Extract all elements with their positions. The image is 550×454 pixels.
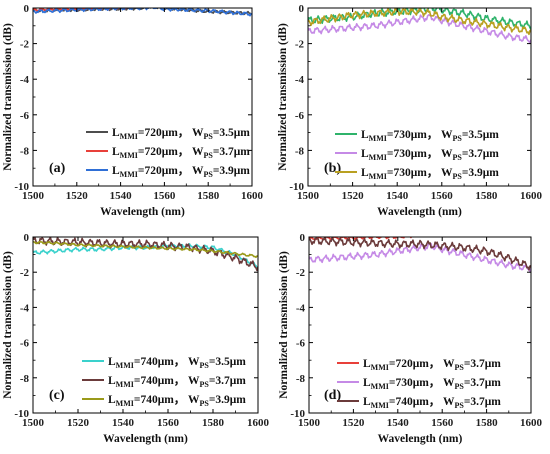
x-tick-label: 1600 <box>247 417 270 429</box>
legend-entry: LMMI=720μm， WPS=3.9μm <box>112 165 250 179</box>
y-axis-label: Normalized transmission (dB) <box>278 251 290 399</box>
y-tick-label: -4 <box>295 74 305 86</box>
x-tick-label: 1540 <box>387 417 410 429</box>
y-tick-label: -8 <box>20 373 30 385</box>
legend-entry: LMMI=720μm， WPS=3.7μm <box>363 358 501 372</box>
panel-label: (b) <box>324 161 341 176</box>
legend-entry: LMMI=730μm， WPS=3.5μm <box>361 129 499 143</box>
legend-entry: LMMI=730μm， WPS=3.9μm <box>361 167 499 181</box>
x-tick-label: 1500 <box>297 190 320 202</box>
y-tick-label: -4 <box>20 74 30 86</box>
series-line <box>33 243 258 270</box>
x-tick-label: 1540 <box>112 417 135 429</box>
y-axis-label: Normalized transmission (dB) <box>2 251 14 399</box>
x-tick-label: 1560 <box>153 190 176 202</box>
y-tick-label: 0 <box>300 232 306 244</box>
x-tick-label: 1580 <box>197 190 220 202</box>
y-tick-label: -8 <box>296 373 306 385</box>
x-tick-label: 1500 <box>22 417 45 429</box>
series-line <box>309 237 531 271</box>
x-tick-label: 1560 <box>431 190 454 202</box>
series-line <box>33 8 252 17</box>
y-tick-label: -2 <box>20 267 30 279</box>
x-tick-label: 1600 <box>520 417 543 429</box>
panel-a: 1500 1520 1540 1560 1580 1600 0 -2 -4 -6 -8 -10 Wave… <box>2 3 264 218</box>
y-tick-label: -8 <box>295 145 305 157</box>
y-tick-label: -10 <box>14 181 29 193</box>
y-tick-label: -2 <box>295 39 305 51</box>
y-tick-label: 0 <box>24 3 30 15</box>
legend-entry: LMMI=720μm， WPS=3.7μm <box>112 146 250 160</box>
legend-entry: LMMI=730μm， WPS=3.7μm <box>361 148 499 162</box>
x-tick-label: 1580 <box>475 190 498 202</box>
series-line <box>309 242 531 273</box>
y-tick-label: -4 <box>20 302 30 314</box>
y-tick-label: -4 <box>296 302 306 314</box>
y-tick-label: -10 <box>14 408 29 420</box>
y-tick-label: 0 <box>24 232 30 244</box>
series-line <box>308 14 531 45</box>
legend-entry: LMMI=740μm， WPS=3.9μm <box>108 394 246 408</box>
y-tick-label: -6 <box>296 338 306 350</box>
y-axis-label: Normalized transmission (dB) <box>2 23 14 171</box>
x-tick-label: 1520 <box>67 417 90 429</box>
y-tick-label: -10 <box>290 408 305 420</box>
x-tick-label: 1580 <box>202 417 225 429</box>
x-tick-label: 1540 <box>386 190 409 202</box>
panel-label: (c) <box>49 388 65 403</box>
legend: LMMI=720μm， WPS=3.7μm LMMI=730μm， WPS=3.7… <box>337 358 501 410</box>
x-tick-label: 1520 <box>66 190 89 202</box>
y-axis-label: Normalized transmission (dB) <box>277 23 289 171</box>
y-tick-label: -2 <box>20 39 30 51</box>
x-tick-label: 1560 <box>431 417 454 429</box>
series-line <box>309 237 531 241</box>
x-tick-label: 1520 <box>342 417 365 429</box>
y-tick-label: -10 <box>289 181 304 193</box>
y-tick-label: -6 <box>20 110 30 122</box>
panel-b: 1500 1520 1540 1560 1580 1600 0 -2 -4 -6 -8 -10 Wave… <box>277 3 543 218</box>
x-tick-label: 1500 <box>22 190 45 202</box>
x-tick-label: 1580 <box>476 417 499 429</box>
x-tick-label: 1520 <box>342 190 365 202</box>
legend-entry: LMMI=720μm， WPS=3.5μm <box>112 127 250 141</box>
y-tick-label: 0 <box>299 3 305 15</box>
legend-entry: LMMI=730μm， WPS=3.7μm <box>363 377 501 391</box>
x-axis-label: Wavelength (nm) <box>378 433 463 445</box>
panel-c: 1500 1520 1540 1560 1580 1600 0 -2 -4 -6 -8 -10 Wave… <box>2 232 270 445</box>
legend-entry: LMMI=740μm， WPS=3.7μm <box>108 375 246 389</box>
legend: LMMI=720μm， WPS=3.5μm LMMI=720μm， WPS=3.7… <box>86 127 250 179</box>
x-tick-label: 1540 <box>110 190 133 202</box>
panel-d: 1500 1520 1540 1560 1580 1600 0 -2 -4 -6 -8 -10 Wave… <box>278 232 543 445</box>
legend: LMMI=730μm， WPS=3.5μm LMMI=730μm， WPS=3.7… <box>335 129 499 181</box>
panel-label: (d) <box>324 388 341 403</box>
x-tick-label: 1600 <box>241 190 264 202</box>
series-line <box>33 240 258 259</box>
legend-entry: LMMI=740μm， WPS=3.5μm <box>108 356 246 370</box>
plot-frame <box>32 7 253 187</box>
x-axis-label: Wavelength (nm) <box>100 206 185 218</box>
legend: LMMI=740μm， WPS=3.5μm LMMI=740μm， WPS=3.7… <box>82 356 246 408</box>
x-tick-label: 1600 <box>520 190 543 202</box>
x-axis-label: Wavelength (nm) <box>103 433 188 445</box>
y-tick-label: -6 <box>20 338 30 350</box>
panel-label: (a) <box>49 161 66 176</box>
x-axis-label: Wavelength (nm) <box>377 206 462 218</box>
x-tick-label: 1560 <box>157 417 180 429</box>
y-tick-label: -2 <box>296 267 306 279</box>
y-tick-label: -8 <box>20 145 30 157</box>
y-tick-label: -6 <box>295 110 305 122</box>
legend-entry: LMMI=740μm， WPS=3.7μm <box>363 396 501 410</box>
x-tick-label: 1500 <box>298 417 321 429</box>
